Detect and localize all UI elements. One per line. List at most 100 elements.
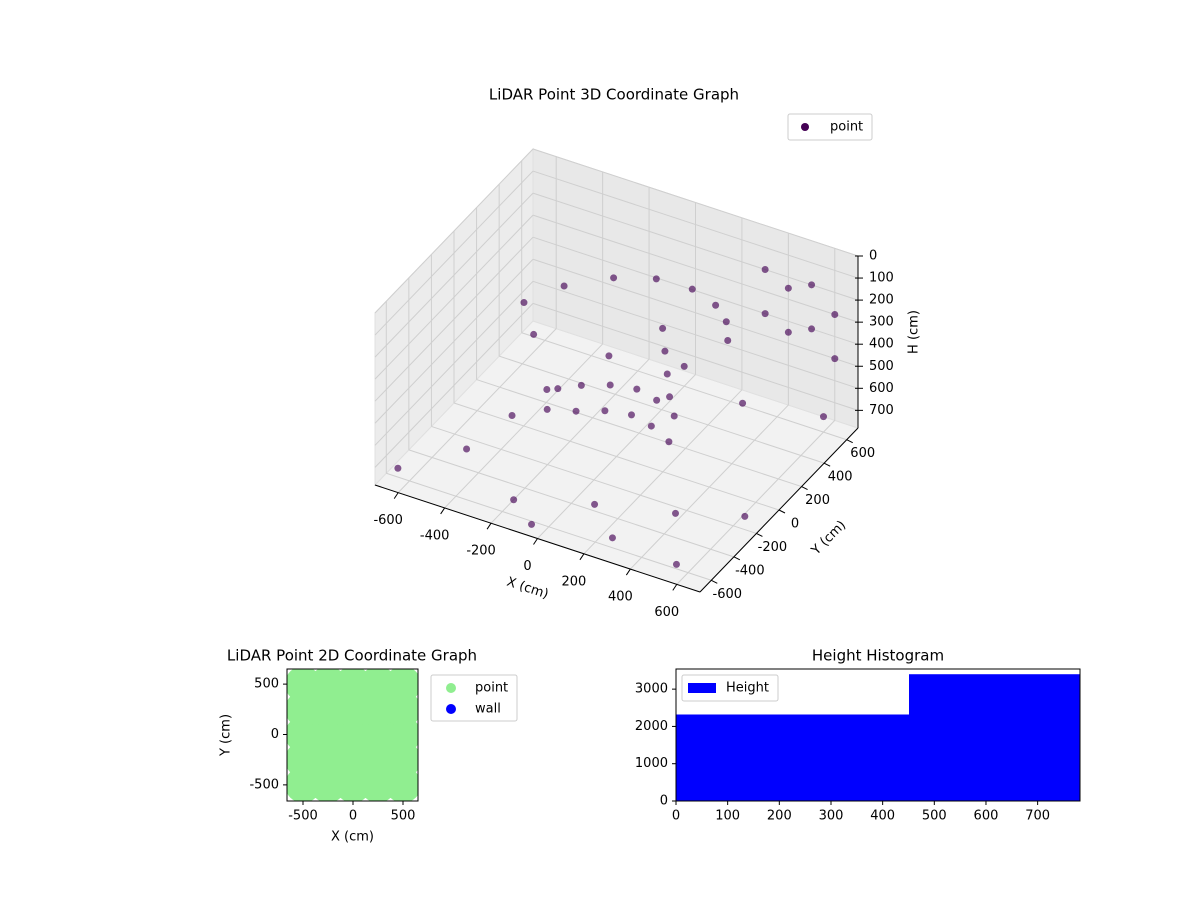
tick-mark	[823, 462, 831, 467]
x-axis-label: X (cm)	[331, 830, 374, 845]
x-axis-line	[374, 484, 701, 593]
bar	[676, 714, 909, 801]
point	[335, 691, 371, 728]
tick-mark	[778, 509, 786, 514]
point	[606, 381, 614, 389]
x-tick-label: -600	[373, 513, 403, 528]
point	[761, 266, 769, 274]
point	[605, 352, 613, 360]
point	[784, 328, 792, 336]
point	[652, 275, 660, 283]
legend-box	[681, 674, 779, 702]
point	[510, 496, 518, 504]
point	[543, 405, 551, 413]
legend-marker	[446, 683, 456, 693]
x-tick-label: 600	[654, 605, 679, 620]
grid-line	[374, 192, 534, 358]
x-tick-label: 700	[1025, 809, 1050, 824]
point	[688, 285, 696, 293]
legend-box	[787, 113, 873, 141]
x-tick-label: 400	[608, 590, 633, 605]
z-axis-label: H (cm)	[907, 310, 922, 354]
point	[653, 396, 661, 404]
point	[663, 370, 671, 378]
x-tick-label: 100	[715, 809, 740, 824]
points	[287, 669, 418, 801]
point	[360, 691, 396, 728]
x-tick-label: 600	[974, 809, 999, 824]
z-tick-label: 100	[869, 271, 894, 286]
point	[808, 281, 816, 289]
point	[610, 274, 618, 282]
grid-line	[374, 236, 534, 402]
grid-line	[532, 280, 859, 389]
grid-line	[374, 258, 534, 424]
point	[672, 560, 680, 568]
point	[761, 310, 769, 318]
point	[543, 385, 551, 393]
tick-mark	[533, 538, 538, 545]
point	[820, 413, 827, 421]
y-axis-label: Y (cm)	[219, 714, 234, 757]
grid-line	[453, 402, 780, 511]
y-tick-label: 0	[660, 794, 668, 809]
point	[508, 411, 516, 419]
point	[724, 337, 732, 345]
point	[647, 422, 655, 430]
grid-line	[532, 214, 859, 323]
y-tick-label: 1000	[635, 756, 668, 771]
x-tick-label: 500	[391, 809, 416, 824]
z-tick-label: 200	[869, 293, 894, 308]
z-tick-label: 700	[869, 403, 894, 418]
x-tick-label: 0	[672, 809, 680, 824]
legend-marker	[801, 123, 809, 131]
tick-mark	[393, 492, 399, 499]
x-tick-label: -400	[420, 528, 450, 543]
chart-title: LiDAR Point 2D Coordinate Graph	[227, 647, 477, 665]
point	[394, 464, 402, 472]
grid-line	[431, 425, 757, 534]
y-tick-label: -400	[735, 563, 765, 578]
z-tick-label: 300	[869, 315, 894, 330]
z-tick-label: 600	[869, 381, 894, 396]
y-tick-label: 500	[254, 677, 279, 692]
x-tick-label: 400	[870, 809, 895, 824]
y-tick-label: 0	[271, 727, 279, 742]
point	[560, 282, 568, 290]
tick-mark	[801, 486, 808, 491]
point	[808, 325, 816, 333]
tick-mark	[756, 532, 763, 537]
tick-mark	[672, 584, 678, 591]
legend-label: Height	[726, 681, 769, 696]
grid-line	[374, 214, 534, 380]
y-axis-label: Y (cm)	[808, 518, 849, 559]
x-tick-label: 200	[562, 574, 587, 589]
y-axis-line	[699, 427, 859, 593]
y-tick-label: 400	[828, 470, 853, 485]
grid-line	[532, 302, 859, 411]
y-tick-label: 200	[805, 493, 830, 508]
point	[572, 407, 580, 415]
point	[608, 534, 616, 542]
grid-line	[374, 280, 534, 446]
point	[335, 716, 371, 753]
point	[463, 445, 471, 453]
grid-line	[521, 332, 847, 441]
plot-frame	[675, 668, 1081, 802]
grid-line	[532, 192, 859, 301]
grid-line	[532, 148, 859, 257]
legend-label: wall	[475, 702, 501, 717]
point	[310, 741, 346, 778]
point	[661, 347, 669, 355]
point	[335, 741, 371, 778]
grid-line	[532, 170, 859, 279]
legend-label: point	[475, 681, 508, 696]
point	[577, 381, 585, 389]
tick-mark	[625, 568, 631, 576]
points	[394, 266, 839, 568]
point	[665, 438, 673, 446]
grid-line	[374, 303, 534, 468]
grid-line	[476, 379, 802, 488]
